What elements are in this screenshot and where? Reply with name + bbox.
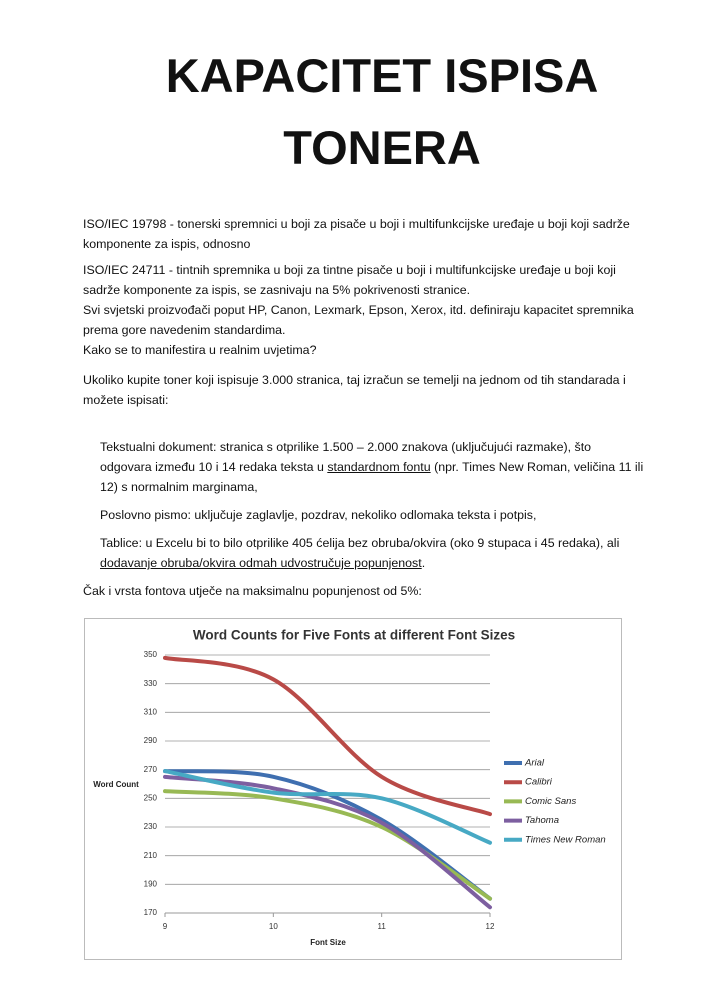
paragraph: Kako se to manifestira u realnim uvjetim… — [83, 343, 317, 357]
chart: Word Counts for Five Fonts at different … — [84, 618, 622, 960]
list-item: Tablice: u Excelu bi to bilo otprilike 4… — [100, 533, 645, 573]
underlined-text: standardnom fontu — [327, 460, 431, 474]
list-item: Poslovno pismo: uključuje zaglavlje, poz… — [100, 505, 645, 525]
text: Tablice: u Excelu bi to bilo otprilike 4… — [100, 536, 620, 550]
text: Tekstualni dokument: stranica s otprilik… — [100, 440, 592, 474]
paragraph: Čak i vrsta fontova utječe na maksimalnu… — [83, 584, 422, 598]
chart-title: Word Counts for Five Fonts at different … — [193, 628, 515, 643]
y-tick-label: 170 — [144, 908, 158, 917]
y-tick-label: 250 — [144, 793, 158, 802]
text: Poslovno pismo: uključuje zaglavlje, poz… — [100, 508, 537, 522]
y-tick-label: 230 — [144, 822, 158, 831]
paragraph: Ukoliko kupite toner koji ispisuje 3.000… — [83, 373, 626, 407]
y-tick-label: 290 — [144, 736, 158, 745]
y-tick-label: 270 — [144, 765, 158, 774]
y-tick-label: 330 — [144, 679, 158, 688]
x-tick-label: 10 — [269, 922, 278, 931]
y-tick-label: 350 — [144, 650, 158, 659]
y-tick-label: 190 — [144, 879, 158, 888]
legend-label: Tahoma — [525, 815, 559, 826]
y-tick-label: 310 — [144, 707, 158, 716]
y-axis-label: Word Count — [93, 780, 139, 789]
chart-frame — [84, 618, 622, 960]
text: . — [421, 556, 426, 570]
paragraph: Svi svjetski proizvođači poput HP, Canon… — [83, 303, 634, 337]
legend-label: Arial — [524, 758, 545, 769]
x-tick-label: 9 — [163, 922, 168, 931]
series-line — [163, 789, 492, 901]
underlined-text: dodavanje obruba/okvira odmah udvostruču… — [100, 556, 422, 570]
series-line — [163, 769, 492, 845]
paragraph: ISO/IEC 19798 - tonerski spremnici u boj… — [83, 217, 630, 251]
paragraph: ISO/IEC 24711 - tintnih spremnika u boji… — [83, 263, 616, 297]
legend-label: Comic Sans — [525, 796, 576, 807]
list-item: Tekstualni dokument: stranica s otprilik… — [100, 437, 645, 497]
x-tick-label: 12 — [486, 922, 495, 931]
series-line — [163, 655, 492, 817]
y-tick-label: 210 — [144, 851, 158, 860]
legend-label: Times New Roman — [525, 834, 606, 845]
legend-label: Calibri — [525, 777, 553, 788]
text: (npr. Times New Roman, veličina 11 ili 1… — [100, 460, 644, 494]
title: KAPACITET ISPISA TONERA — [165, 49, 599, 174]
x-axis-label: Font Size — [310, 938, 346, 947]
x-tick-label: 11 — [378, 922, 387, 931]
